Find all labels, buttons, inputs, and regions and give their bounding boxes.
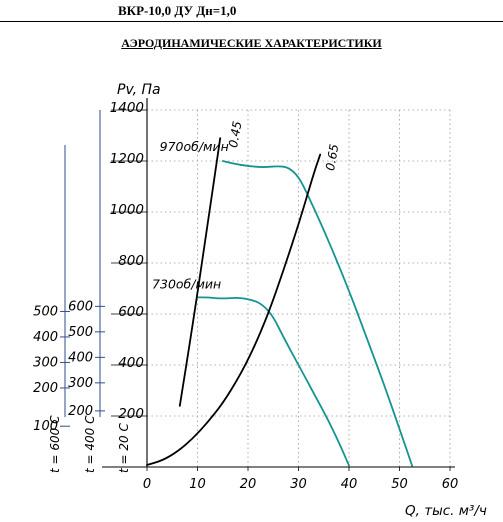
y-tick-label: 1000 [110,202,144,218]
secondary-axis-tick-label: 500 [33,304,58,319]
secondary-axis-tick-label: 300 [68,376,93,391]
curve-730rpm [196,296,350,467]
secondary-axis-tick-label: 200 [33,381,58,396]
x-tick-label: 0 [143,477,151,492]
x-tick-label: 30 [290,477,307,492]
secondary-axis-tick-label: 400 [33,330,58,345]
x-tick-label: 10 [189,477,206,492]
series [146,137,413,467]
chart-title: АЭРОДИНАМИЧЕСКИЕ ХАРАКТЕРИСТИКИ [121,36,382,50]
label-730rpm: 730об/мин [152,277,221,292]
y-tick-label: 600 [118,304,144,320]
label-970rpm: 970об/мин [160,139,229,154]
grid [147,109,451,467]
network-curve-0.45 [178,137,222,407]
x-axis-label: Q, тыс. м³/ч [405,503,487,519]
x-tick-label: 20 [240,477,257,492]
y-tick-label: 200 [118,406,144,422]
y-tick-label: 400 [118,355,144,371]
annotation-045: 0.45 [226,120,244,149]
document-title: ВКР-10,0 ДУ Дн=1,0 [118,3,237,18]
secondary-axis-label: t = 400 С [83,415,97,473]
header-bar: ВКР-10,0 ДУ Дн=1,0 [0,0,503,22]
network-curve-0.65 [146,153,322,466]
y-axis-label: Pv, Па [117,82,161,98]
curve-970rpm [221,160,413,467]
secondary-axis-tick-label: 400 [68,350,93,365]
y-tick-label: 1200 [110,151,144,167]
secondary-axis-tick-label: 300 [33,355,58,370]
secondary-axis-tick-label: 600 [68,299,93,314]
x-tick-label: 50 [391,477,408,492]
labels: 0 10 20 30 40 50 60 200 400 600 800 1000 1200 1400 Pv,… [33,82,487,519]
x-tick-label: 40 [341,477,358,492]
y-tick-label: 800 [118,253,144,269]
secondary-axis-label: t = 600 С [48,415,62,473]
y-tick-label: 1400 [110,100,144,116]
secondary-axis-tick-label: 100 [33,419,58,434]
axes [60,98,455,471]
x-tick-label: 60 [442,477,459,492]
secondary-axis-tick-label: 500 [68,325,93,340]
annotation-065: 0.65 [323,143,341,172]
secondary-axis-tick-label: 200 [68,404,93,419]
axis-label-t20: t = 20 С [117,423,131,473]
